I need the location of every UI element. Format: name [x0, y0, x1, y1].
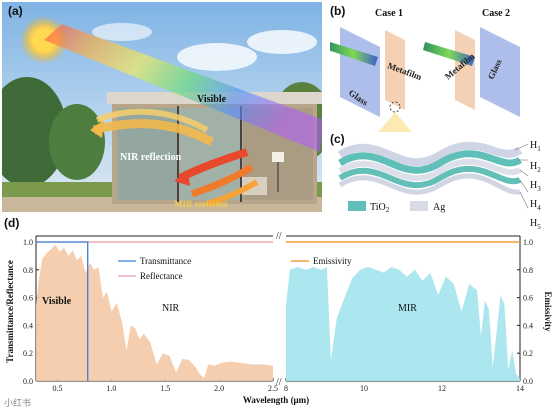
layer-h5: H5: [530, 218, 541, 231]
panel-a-label: (a): [8, 4, 23, 18]
right-x-tick-label: 10: [360, 384, 368, 393]
left-x-tick-label: 1.5: [160, 384, 170, 393]
right-x-tick-label: 14: [516, 384, 524, 393]
legend-tio2-text: TiO2: [370, 202, 390, 214]
layer-labels: HH11 H2 H3 H4 H5: [530, 138, 541, 235]
left-x-tick-label: 2.0: [214, 384, 224, 393]
left-y-tick-label: 0.2: [23, 349, 33, 358]
legend-ag-text: Ag: [433, 202, 445, 213]
watermark-text: 小红书: [4, 397, 31, 408]
legend-transmittance-text: Transmittance: [140, 256, 191, 266]
layer-h2: H2: [530, 161, 541, 174]
left-x-tick-label: 1.0: [106, 384, 116, 393]
left-y-tick-label: 0.6: [23, 294, 33, 303]
mir-emission-text: MIR emission: [174, 199, 228, 209]
left-y-tick-label: 0.4: [23, 321, 33, 330]
region-nir-label: NIR: [162, 303, 180, 314]
legend-emissivity-text: Emissivity: [313, 256, 352, 266]
axis-break-bottom: //: [276, 377, 282, 388]
right-x-tick-label: 12: [438, 384, 446, 393]
left-y-tick-label: 0.0: [23, 377, 33, 386]
axis-break-top: //: [276, 231, 282, 242]
right-y-axis-label: Emissivity: [543, 291, 553, 332]
mir-transmittance-area: [286, 267, 520, 381]
right-y-tick-label: 0.2: [523, 349, 533, 358]
layer-h4: H4: [530, 199, 541, 212]
right-y-tick-label: 0.0: [523, 377, 533, 386]
left-x-tick-label: 0.5: [53, 384, 63, 393]
region-mir-label: MIR: [398, 303, 417, 314]
left-y-axis-label: Transmittance/Reflectance: [5, 260, 15, 363]
panel-c-illustration: TiO2 Ag: [337, 141, 529, 214]
visible-text: Visible: [197, 94, 227, 105]
layer-h3: H3: [530, 180, 541, 193]
right-y-tick-label: 1.0: [523, 238, 533, 247]
transmittance-line: [36, 241, 89, 381]
case1-text: Case 1: [375, 8, 403, 19]
region-visible-label: Visible: [42, 296, 72, 307]
left-x-tick-label: 2.5: [268, 384, 278, 393]
panel-b-illustration: Case 1 Case 2 Glass Metafilm Metafilm Gl…: [330, 8, 520, 132]
left-y-tick-label: 0.8: [23, 266, 33, 275]
panel-d-label: (d): [4, 216, 20, 230]
panel-b-label: (b): [330, 4, 346, 18]
reflectance-area: [36, 244, 273, 381]
right-y-tick-label: 0.4: [523, 321, 533, 330]
nir-reflection-text: NIR reflection: [120, 152, 182, 163]
right-y-tick-label: 0.8: [523, 266, 533, 275]
legend-reflectance-text: Reflectance: [140, 271, 182, 281]
panel-d-chart: // // 0.0 0.2 0.4 0.6 0.8 1.0 0.0 0.2 0.4 0.6 0.8 1.0…: [4, 231, 553, 408]
panel-c-label: (c): [330, 132, 345, 146]
legend-ag-swatch: [410, 201, 428, 211]
right-y-tick-label: 0.6: [523, 294, 533, 303]
panel-a-illustration: Visible NIR reflection MIR emission: [2, 2, 322, 212]
legend-tio2-swatch: [348, 201, 366, 211]
layer-h1: HH11: [530, 140, 541, 153]
case2-text: Case 2: [482, 8, 510, 19]
left-y-tick-label: 1.0: [23, 238, 33, 247]
right-x-tick-label: 8: [284, 384, 288, 393]
x-axis-label: Wavelength (μm): [243, 395, 309, 405]
